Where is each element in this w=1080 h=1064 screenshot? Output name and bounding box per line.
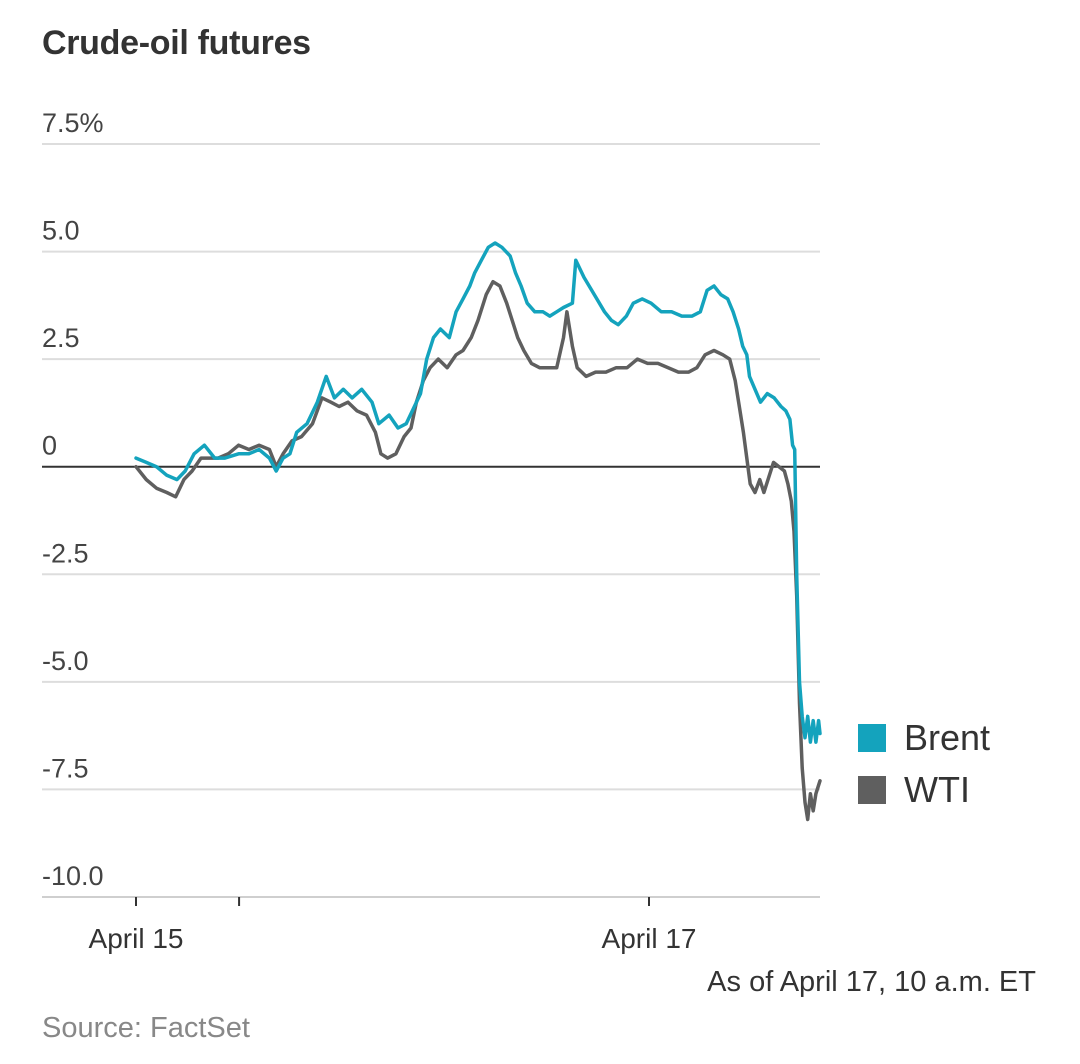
gridlines	[42, 143, 820, 898]
y-tick-label: 7.5%	[42, 108, 104, 138]
legend-swatch-wti	[858, 776, 886, 804]
chart-svg: 7.5% 5.0 2.5 0 -2.5 -5.0 -7.5 -10.0 April 15 Apri…	[42, 108, 822, 954]
chart-title: Crude-oil futures	[42, 24, 311, 62]
legend-swatch-brent	[858, 724, 886, 752]
y-tick-label: -10.0	[42, 861, 104, 891]
y-tick-label: -7.5	[42, 753, 89, 783]
axis-ticks: 7.5% 5.0 2.5 0 -2.5 -5.0 -7.5 -10.0 April 15 Apri…	[42, 108, 696, 954]
y-tick-label: -5.0	[42, 646, 89, 676]
as-of-note: As of April 17, 10 a.m. ET	[707, 966, 1036, 998]
legend-label-wti: WTI	[904, 769, 970, 810]
y-tick-label: 0	[42, 431, 57, 461]
y-tick-label: 2.5	[42, 323, 80, 353]
series-lines	[134, 241, 822, 822]
x-tick-label: April 15	[89, 923, 184, 954]
legend: Brent WTI	[858, 712, 990, 816]
legend-item-wti: WTI	[858, 764, 990, 816]
y-tick-label: 5.0	[42, 216, 80, 246]
x-tick-label: April 17	[602, 923, 697, 954]
y-tick-label: -2.5	[42, 538, 89, 568]
series-line-wti	[134, 279, 822, 822]
legend-label-brent: Brent	[904, 717, 991, 758]
source-note: Source: FactSet	[42, 1012, 250, 1044]
legend-item-brent: Brent	[858, 712, 990, 764]
series-line-brent	[134, 241, 822, 744]
